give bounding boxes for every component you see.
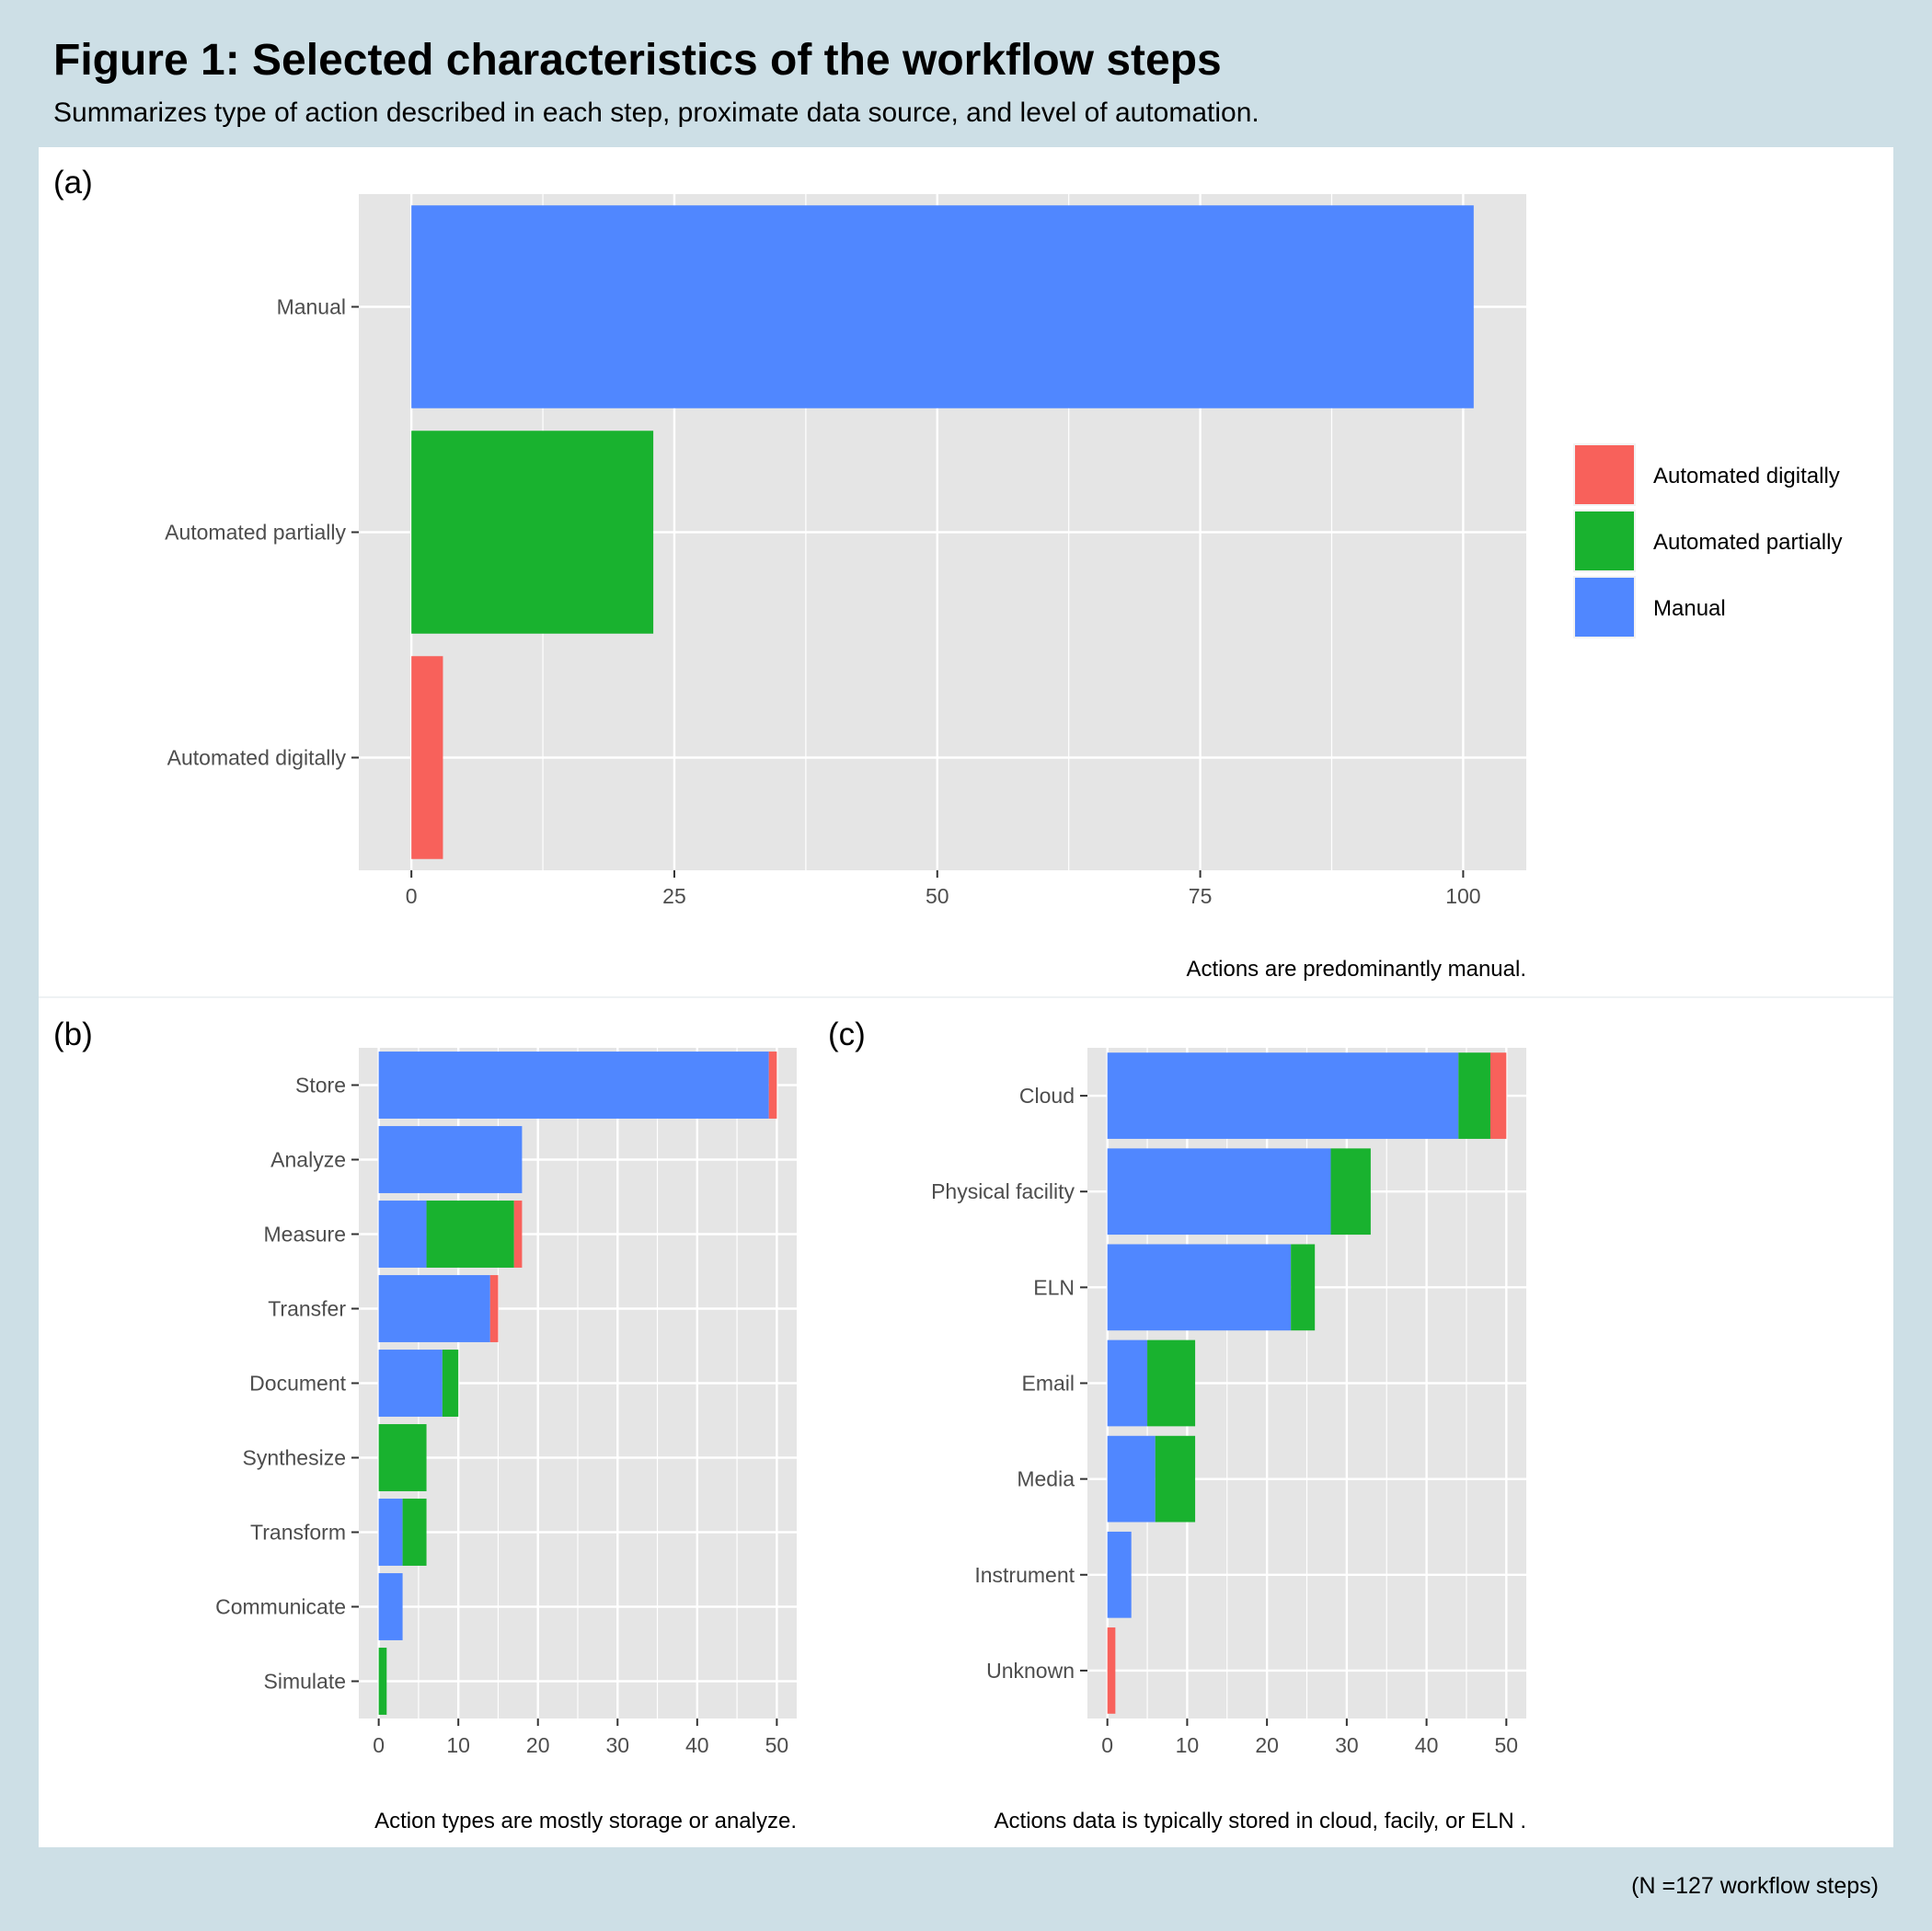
y-tick-label: Instrument <box>974 1563 1075 1587</box>
panel-tag: (c) <box>828 1017 866 1052</box>
bar-segment <box>1330 1148 1371 1236</box>
y-tick-label: Store <box>295 1074 346 1098</box>
panel-b: 0 10 20 30 40 50 Store Analyze Measure Transfer Do… <box>53 1017 797 1833</box>
x-tick-label: 50 <box>765 1733 789 1757</box>
x-tick-label: 10 <box>446 1733 470 1757</box>
bar-segment <box>411 205 1474 408</box>
bar-segment <box>378 1201 427 1268</box>
panel-a: 0 25 50 75 100 Manual Automated partially Autom… <box>53 165 1526 982</box>
y-tick-label: Manual <box>277 295 346 319</box>
bar-segment <box>378 1126 523 1193</box>
bar-segment <box>1458 1052 1490 1139</box>
legend-swatch <box>1575 578 1634 637</box>
chart-canvas: 0 25 50 75 100 Manual Automated partially Autom… <box>39 147 1893 1847</box>
x-tick-label: 0 <box>373 1733 385 1757</box>
bar-segment <box>378 1499 403 1566</box>
x-tick-label: 75 <box>1189 884 1213 908</box>
panel-c: 0 10 20 30 40 50 Cloud Physical facility ELN Emai… <box>828 1017 1526 1833</box>
y-tick-label: Automated partially <box>165 521 346 545</box>
bar-segment <box>411 431 654 634</box>
bar-segment <box>768 1052 777 1119</box>
y-tick-label: Analyze <box>270 1148 346 1172</box>
x-tick-label: 40 <box>685 1733 709 1757</box>
panel-tag: (b) <box>53 1017 93 1052</box>
x-tick-label: 100 <box>1445 884 1480 908</box>
bar-segment <box>1107 1148 1331 1236</box>
legend-label: Automated partially <box>1653 530 1842 555</box>
bar-segment <box>1147 1339 1196 1427</box>
bar-segment <box>1107 1244 1292 1331</box>
x-tick-label: 20 <box>526 1733 550 1757</box>
bar-segment <box>378 1573 403 1640</box>
y-tick-label: Transfer <box>268 1297 346 1321</box>
bar-segment <box>1107 1339 1148 1427</box>
bar-segment <box>378 1424 427 1491</box>
legend-swatch <box>1575 445 1634 504</box>
y-tick-label: Automated digitally <box>167 746 347 770</box>
x-tick-label: 0 <box>1101 1733 1113 1757</box>
bar-segment <box>1107 1435 1156 1523</box>
x-tick-label: 25 <box>662 884 686 908</box>
bar-segment <box>1107 1052 1459 1139</box>
x-tick-label: 50 <box>926 884 949 908</box>
x-tick-label: 0 <box>406 884 418 908</box>
x-tick-label: 30 <box>605 1733 629 1757</box>
y-tick-label: Unknown <box>986 1659 1075 1683</box>
bar-segment <box>378 1275 490 1342</box>
bar-segment <box>1107 1627 1116 1714</box>
bar-segment <box>378 1648 387 1715</box>
y-tick-label: Cloud <box>1019 1084 1075 1108</box>
y-tick-label: ELN <box>1033 1275 1075 1299</box>
panel-tag: (a) <box>53 165 93 201</box>
bar-segment <box>489 1275 499 1342</box>
y-tick-label: Communicate <box>215 1595 346 1619</box>
bar-segment <box>1107 1531 1132 1618</box>
x-tick-label: 30 <box>1335 1733 1359 1757</box>
bar-segment <box>378 1052 769 1119</box>
x-tick-label: 10 <box>1176 1733 1200 1757</box>
panel-caption: Actions data is typically stored in clou… <box>995 1809 1526 1833</box>
y-tick-label: Media <box>1017 1467 1075 1491</box>
y-tick-label: Physical facility <box>931 1179 1075 1203</box>
bar-segment <box>378 1350 443 1417</box>
figure-subtitle: Summarizes type of action described in e… <box>53 98 1259 128</box>
footnote: (N =127 workflow steps) <box>1631 1873 1879 1899</box>
legend-label: Manual <box>1653 596 1726 621</box>
legend-swatch <box>1575 511 1634 570</box>
bar-segment <box>1155 1435 1196 1523</box>
bar-segment <box>411 656 443 859</box>
y-tick-label: Email <box>1021 1372 1075 1396</box>
legend: Automated digitally Automated partially Ma… <box>1573 443 1842 638</box>
bar-segment <box>402 1499 427 1566</box>
panel-caption: Action types are mostly storage or analy… <box>374 1809 797 1833</box>
y-tick-label: Simulate <box>264 1670 346 1694</box>
bar-segment <box>426 1201 514 1268</box>
panel-caption: Actions are predominantly manual. <box>1186 957 1526 982</box>
bar-segment <box>442 1350 459 1417</box>
legend-label: Automated digitally <box>1653 464 1840 488</box>
x-tick-label: 20 <box>1255 1733 1279 1757</box>
y-tick-label: Synthesize <box>242 1446 346 1470</box>
x-tick-label: 40 <box>1415 1733 1439 1757</box>
y-tick-label: Measure <box>264 1223 346 1247</box>
y-tick-label: Document <box>249 1372 346 1396</box>
y-tick-label: Transform <box>250 1521 346 1545</box>
figure-title: Figure 1: Selected characteristics of th… <box>53 36 1222 85</box>
x-tick-label: 50 <box>1495 1733 1519 1757</box>
bar-segment <box>1489 1052 1507 1139</box>
bar-segment <box>513 1201 523 1268</box>
bar-segment <box>1291 1244 1316 1331</box>
